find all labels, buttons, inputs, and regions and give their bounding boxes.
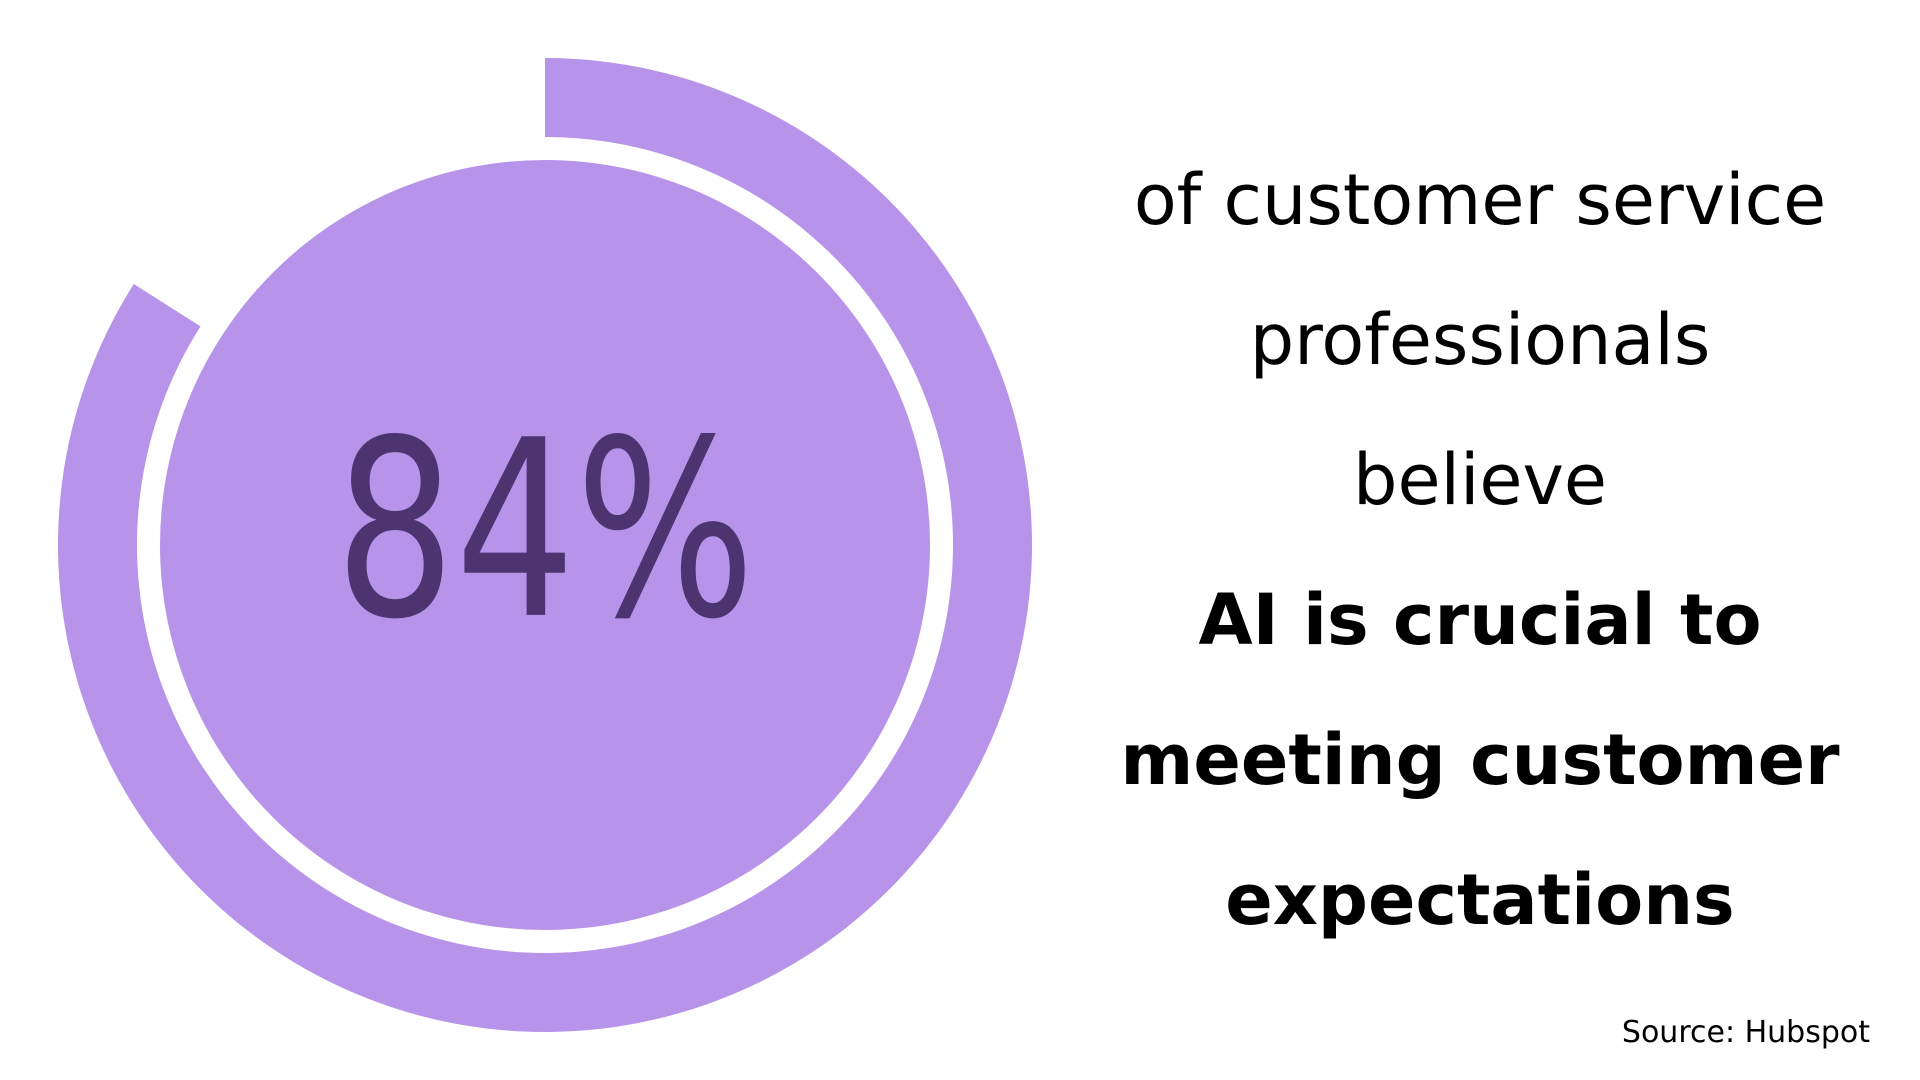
statement-line-6: expectations: [1225, 859, 1735, 941]
progress-donut-chart: 84%: [57, 58, 1033, 1032]
inner-disc: [160, 160, 930, 930]
statement-line-4: AI is crucial to: [1198, 579, 1762, 661]
center-value-label: 84%: [335, 388, 755, 673]
statement-line-3: believe: [1353, 439, 1607, 521]
statement-line-5: meeting customer: [1120, 719, 1840, 801]
statement-line-1: of customer service: [1133, 159, 1827, 241]
source-credit: Source: Hubspot: [1621, 1015, 1870, 1050]
statement-line-2: professionals: [1249, 299, 1711, 381]
statement-text: of customer service professionals believ…: [1080, 130, 1880, 970]
